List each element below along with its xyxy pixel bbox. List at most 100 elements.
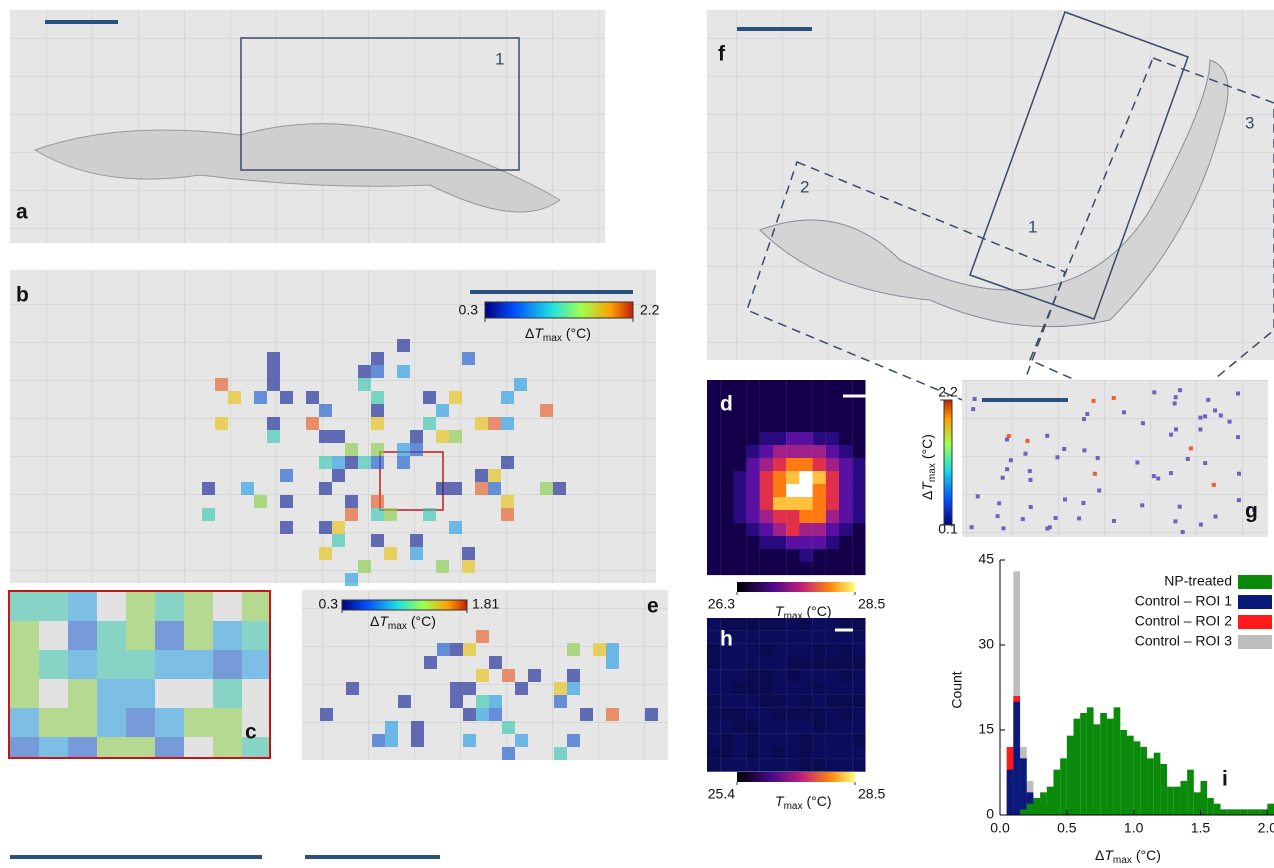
pixel: [720, 746, 733, 759]
pixel: [733, 380, 746, 393]
pixel: [760, 406, 773, 419]
overlay-cell: [280, 469, 293, 482]
pixel: [773, 669, 786, 682]
x-tick-label: 0.0: [990, 820, 1010, 836]
overlay-cell: [501, 456, 514, 469]
pixel: [747, 549, 760, 562]
pixel: [707, 419, 720, 432]
overlay-cell: [280, 495, 293, 508]
overlay-cell: [1186, 457, 1190, 461]
pixel: [733, 682, 746, 695]
pixel: [839, 720, 852, 733]
colorbar-label: 28.5: [858, 786, 885, 802]
panel-label: g: [1245, 500, 1258, 523]
pixel: [852, 432, 865, 445]
overlay-cell: [1189, 446, 1193, 450]
overlay-cell: [213, 650, 242, 679]
pixel: [813, 759, 826, 772]
overlay-cell: [332, 469, 345, 482]
pixel: [760, 618, 773, 631]
overlay-cell: [155, 737, 184, 757]
pixel: [760, 759, 773, 772]
overlay-cell: [1173, 519, 1177, 523]
overlay-cell: [1093, 472, 1097, 476]
overlay-cell: [476, 708, 489, 721]
pixel: [852, 682, 865, 695]
pixel: [826, 380, 839, 393]
pixel: [773, 419, 786, 432]
histogram-bar: [1134, 741, 1141, 815]
colorbar-label: 0.3: [459, 302, 479, 318]
overlay-cell: [39, 650, 68, 679]
pixel: [707, 759, 720, 772]
colorbar: [944, 400, 952, 525]
pixel: [760, 746, 773, 759]
pixel: [839, 471, 852, 484]
overlay-cell: [1169, 471, 1173, 475]
pixel: [839, 746, 852, 759]
pixel: [786, 536, 799, 549]
overlay-cell: [1174, 395, 1178, 399]
overlay-cell: [155, 650, 184, 679]
y-tick-label: 30: [978, 636, 994, 652]
pixel: [760, 380, 773, 393]
pixel: [747, 656, 760, 669]
legend-label: Control – ROI 1: [1135, 593, 1232, 609]
overlay-cell: [501, 417, 514, 430]
pixel: [707, 380, 720, 393]
histogram-bar: [1094, 724, 1101, 815]
overlay-cell: [345, 508, 358, 521]
pixel: [733, 523, 746, 536]
overlay-cell: [1097, 488, 1101, 492]
overlay-cell: [371, 365, 384, 378]
panel-label: h: [720, 628, 733, 651]
overlay-cell: [345, 443, 358, 456]
overlay-cell: [567, 682, 580, 695]
pixel: [839, 759, 852, 772]
pixel: [813, 746, 826, 759]
overlay-cell: [593, 643, 606, 656]
pixel: [707, 669, 720, 682]
overlay-cell: [424, 656, 437, 669]
histogram-bar: [1194, 792, 1201, 815]
pixel: [747, 536, 760, 549]
overlay-cell: [606, 656, 619, 669]
overlay-cell: [345, 573, 358, 586]
pixel: [839, 458, 852, 471]
pixel: [733, 618, 746, 631]
pixel: [733, 484, 746, 497]
overlay-cell: [358, 365, 371, 378]
histogram-bar: [1200, 781, 1207, 815]
pixel: [839, 523, 852, 536]
overlay-cell: [450, 643, 463, 656]
pixel: [826, 445, 839, 458]
overlay-cell: [1055, 455, 1059, 459]
overlay-cell: [971, 407, 975, 411]
pixel: [733, 562, 746, 575]
overlay-cell: [68, 621, 97, 650]
pixel: [720, 562, 733, 575]
pixel: [773, 631, 786, 644]
histogram-bar: [1067, 736, 1074, 815]
overlay-cell: [371, 443, 384, 456]
histogram-bar: [1160, 764, 1167, 815]
histogram-bar: [1013, 702, 1020, 815]
pixel: [826, 682, 839, 695]
pixel: [786, 720, 799, 733]
overlay-cell: [1236, 435, 1240, 439]
pixel: [707, 656, 720, 669]
overlay-cell: [515, 682, 528, 695]
overlay-cell: [39, 708, 68, 737]
panel-label: e: [647, 595, 659, 618]
overlay-cell: [488, 417, 501, 430]
pixel: [813, 510, 826, 523]
pixel: [707, 720, 720, 733]
overlay-cell: [213, 737, 242, 757]
pixel: [760, 497, 773, 510]
pixel: [799, 419, 812, 432]
pixel: [720, 549, 733, 562]
overlay-cell: [1122, 410, 1126, 414]
overlay-cell: [501, 495, 514, 508]
histogram-bar: [1241, 809, 1248, 815]
pixel: [813, 562, 826, 575]
